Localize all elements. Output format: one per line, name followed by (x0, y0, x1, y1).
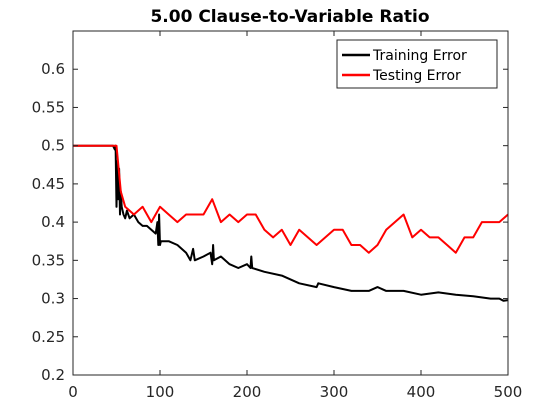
x-tick-label: 200 (233, 383, 262, 401)
y-tick-label: 0.3 (41, 290, 65, 308)
legend: Training Error Testing Error (336, 39, 498, 89)
legend-label: Testing Error (372, 68, 461, 84)
chart-title: 5.00 Clause-to-Variable Ratio (150, 7, 429, 27)
x-tick-label: 0 (68, 383, 78, 401)
y-tick-label: 0.6 (41, 60, 65, 78)
series-line-testing-error (73, 144, 509, 254)
series-layer (73, 144, 509, 302)
legend-label: Training Error (372, 48, 467, 64)
x-tick-label: 100 (146, 383, 175, 401)
series-line-training-error (73, 144, 509, 302)
y-tick-label: 0.2 (41, 366, 65, 384)
y-tick-label: 0.55 (32, 98, 65, 116)
plot-frame (72, 30, 509, 376)
x-tick-label: 500 (494, 383, 523, 401)
y-tick-label: 0.45 (32, 175, 65, 193)
x-tick-label: 300 (320, 383, 349, 401)
axis-layer: 0 100 200 300 400 500 0.2 0.25 0.3 0.35 0.4 0.45 0.5… (32, 31, 523, 401)
x-tick-label: 400 (407, 383, 436, 401)
y-tick-label: 0.35 (32, 251, 65, 269)
y-tick-label: 0.25 (32, 328, 65, 346)
y-tick-label: 0.5 (41, 137, 65, 155)
legend-box (336, 39, 498, 89)
y-tick-label: 0.4 (41, 213, 65, 231)
